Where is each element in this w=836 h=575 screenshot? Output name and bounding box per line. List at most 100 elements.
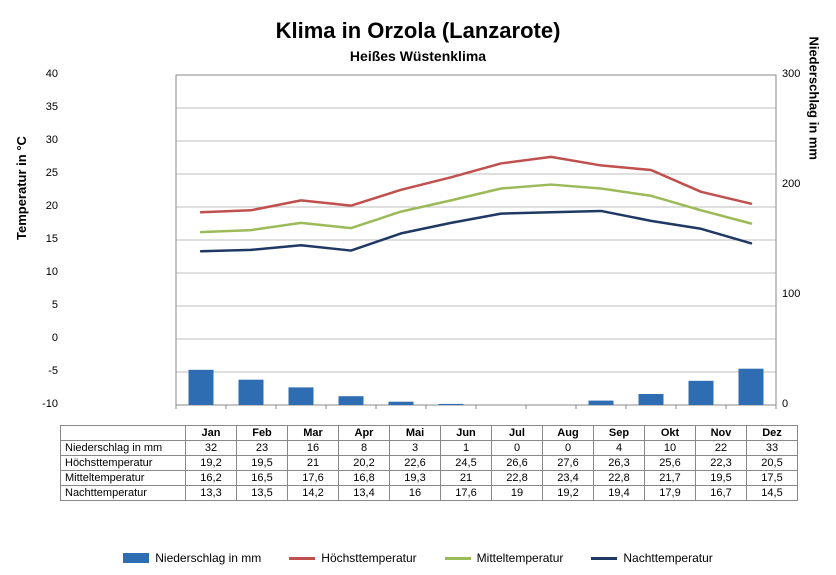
legend-swatch-bar bbox=[123, 553, 149, 563]
data-cell: 22,3 bbox=[696, 456, 747, 471]
data-cell: 17,6 bbox=[288, 471, 339, 486]
data-cell: 24,5 bbox=[441, 456, 492, 471]
data-cell: 21 bbox=[288, 456, 339, 471]
legend-label: Höchsttemperatur bbox=[321, 551, 416, 565]
data-cell: 25,6 bbox=[645, 456, 696, 471]
month-header: Feb bbox=[237, 426, 288, 441]
legend-item: Höchsttemperatur bbox=[289, 551, 416, 565]
legend-label: Nachttemperatur bbox=[623, 551, 712, 565]
data-cell: 21 bbox=[441, 471, 492, 486]
row-header: Mitteltemperatur bbox=[61, 471, 186, 486]
data-cell: 13,5 bbox=[237, 486, 288, 501]
data-cell: 14,2 bbox=[288, 486, 339, 501]
data-cell: 17,6 bbox=[441, 486, 492, 501]
data-cell: 16,2 bbox=[186, 471, 237, 486]
data-cell: 16 bbox=[390, 486, 441, 501]
row-header: Niederschlag in mm bbox=[61, 441, 186, 456]
y-tick-left: 0 bbox=[18, 332, 58, 344]
precip-bar bbox=[589, 401, 614, 405]
chart-area bbox=[60, 75, 776, 415]
data-cell: 23 bbox=[237, 441, 288, 456]
data-cell: 19,2 bbox=[186, 456, 237, 471]
y-axis-left-label: Temperatur in °C bbox=[14, 136, 29, 240]
chart-subtitle: Heißes Wüstenklima bbox=[0, 48, 836, 64]
y-tick-left: 20 bbox=[18, 200, 58, 212]
legend-label: Niederschlag in mm bbox=[155, 551, 261, 565]
month-header: Nov bbox=[696, 426, 747, 441]
month-header: Okt bbox=[645, 426, 696, 441]
y-tick-left: 35 bbox=[18, 101, 58, 113]
precip-bar bbox=[439, 404, 464, 405]
y-tick-left: 5 bbox=[18, 299, 58, 311]
night-line bbox=[201, 211, 751, 251]
month-header: Mai bbox=[390, 426, 441, 441]
precip-bar bbox=[339, 396, 364, 405]
legend-item: Niederschlag in mm bbox=[123, 551, 261, 565]
month-header: Dez bbox=[747, 426, 798, 441]
data-cell: 19,5 bbox=[696, 471, 747, 486]
data-cell: 20,5 bbox=[747, 456, 798, 471]
y-tick-left: 25 bbox=[18, 167, 58, 179]
data-cell: 8 bbox=[339, 441, 390, 456]
data-cell: 20,2 bbox=[339, 456, 390, 471]
data-cell: 22,6 bbox=[390, 456, 441, 471]
month-header: Jul bbox=[492, 426, 543, 441]
precip-bar bbox=[689, 381, 714, 405]
mean-line bbox=[201, 185, 751, 233]
data-cell: 22,8 bbox=[594, 471, 645, 486]
high-line bbox=[201, 157, 751, 212]
data-cell: 0 bbox=[543, 441, 594, 456]
legend-swatch-line bbox=[289, 557, 315, 560]
y-tick-left: 10 bbox=[18, 266, 58, 278]
row-header: Nachttemperatur bbox=[61, 486, 186, 501]
data-cell: 16,8 bbox=[339, 471, 390, 486]
data-cell: 19,4 bbox=[594, 486, 645, 501]
data-cell: 4 bbox=[594, 441, 645, 456]
data-cell: 21,7 bbox=[645, 471, 696, 486]
y-axis-right-label: Niederschlag in mm bbox=[807, 36, 822, 160]
precip-bar bbox=[639, 394, 664, 405]
legend-swatch-line bbox=[445, 557, 471, 560]
data-cell: 14,5 bbox=[747, 486, 798, 501]
data-cell: 33 bbox=[747, 441, 798, 456]
y-tick-right: 100 bbox=[782, 288, 822, 300]
precip-bar bbox=[289, 387, 314, 405]
y-tick-right: 0 bbox=[782, 398, 822, 410]
data-cell: 16,7 bbox=[696, 486, 747, 501]
y-tick-right: 300 bbox=[782, 68, 822, 80]
month-header: Jan bbox=[186, 426, 237, 441]
chart-title: Klima in Orzola (Lanzarote) bbox=[0, 0, 836, 44]
data-cell: 22 bbox=[696, 441, 747, 456]
legend-item: Nachttemperatur bbox=[591, 551, 712, 565]
data-cell: 23,4 bbox=[543, 471, 594, 486]
data-cell: 19 bbox=[492, 486, 543, 501]
data-table: JanFebMarAprMaiJunJulAugSepOktNovDezNied… bbox=[60, 425, 798, 501]
month-header: Sep bbox=[594, 426, 645, 441]
data-cell: 32 bbox=[186, 441, 237, 456]
data-cell: 22,8 bbox=[492, 471, 543, 486]
precip-bar bbox=[389, 402, 414, 405]
data-cell: 1 bbox=[441, 441, 492, 456]
legend-item: Mitteltemperatur bbox=[445, 551, 564, 565]
precip-bar bbox=[239, 380, 264, 405]
y-tick-right: 200 bbox=[782, 178, 822, 190]
legend-label: Mitteltemperatur bbox=[477, 551, 564, 565]
legend: Niederschlag in mm Höchsttemperatur Mittel… bbox=[0, 551, 836, 565]
precip-bar bbox=[189, 370, 214, 405]
row-header: Höchsttemperatur bbox=[61, 456, 186, 471]
data-cell: 10 bbox=[645, 441, 696, 456]
data-cell: 16,5 bbox=[237, 471, 288, 486]
y-tick-left: 15 bbox=[18, 233, 58, 245]
data-cell: 26,6 bbox=[492, 456, 543, 471]
y-tick-left: -5 bbox=[18, 365, 58, 377]
data-cell: 13,3 bbox=[186, 486, 237, 501]
month-header: Mar bbox=[288, 426, 339, 441]
data-cell: 19,2 bbox=[543, 486, 594, 501]
month-header: Jun bbox=[441, 426, 492, 441]
y-tick-left: 30 bbox=[18, 134, 58, 146]
precip-bar bbox=[739, 369, 764, 405]
data-cell: 13,4 bbox=[339, 486, 390, 501]
data-cell: 3 bbox=[390, 441, 441, 456]
data-cell: 26,3 bbox=[594, 456, 645, 471]
data-cell: 17,5 bbox=[747, 471, 798, 486]
